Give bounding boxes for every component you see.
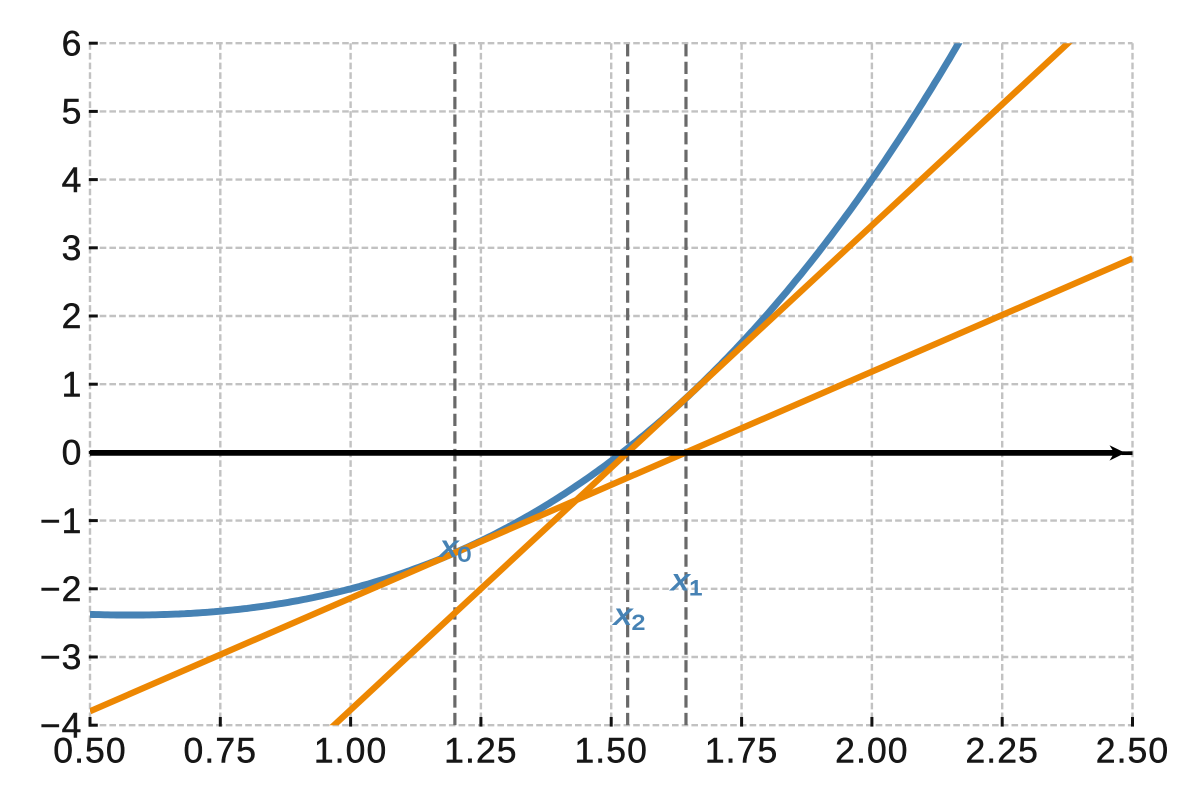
svg-text:2.00: 2.00 [835,731,909,771]
svg-text:−1: −1 [40,501,83,541]
svg-text:1.00: 1.00 [314,731,388,771]
svg-text:5: 5 [62,92,83,132]
svg-text:2.50: 2.50 [1096,731,1170,771]
svg-text:x2: x2 [612,598,645,634]
svg-text:1.75: 1.75 [705,731,779,771]
svg-text:1.25: 1.25 [444,731,518,771]
svg-text:2: 2 [62,296,83,336]
svg-text:1.50: 1.50 [574,731,648,771]
svg-text:0.75: 0.75 [184,731,258,771]
svg-text:−2: −2 [40,569,83,609]
svg-text:x0: x0 [438,530,471,566]
svg-text:4: 4 [62,160,83,200]
svg-text:x1: x1 [669,563,702,599]
svg-text:0: 0 [62,433,83,473]
svg-text:−4: −4 [40,705,83,745]
svg-text:6: 6 [62,23,83,63]
svg-text:−3: −3 [40,637,83,677]
svg-text:2.25: 2.25 [965,731,1039,771]
svg-text:0.50: 0.50 [53,731,127,771]
svg-text:1: 1 [62,364,83,404]
svg-text:3: 3 [62,228,83,268]
